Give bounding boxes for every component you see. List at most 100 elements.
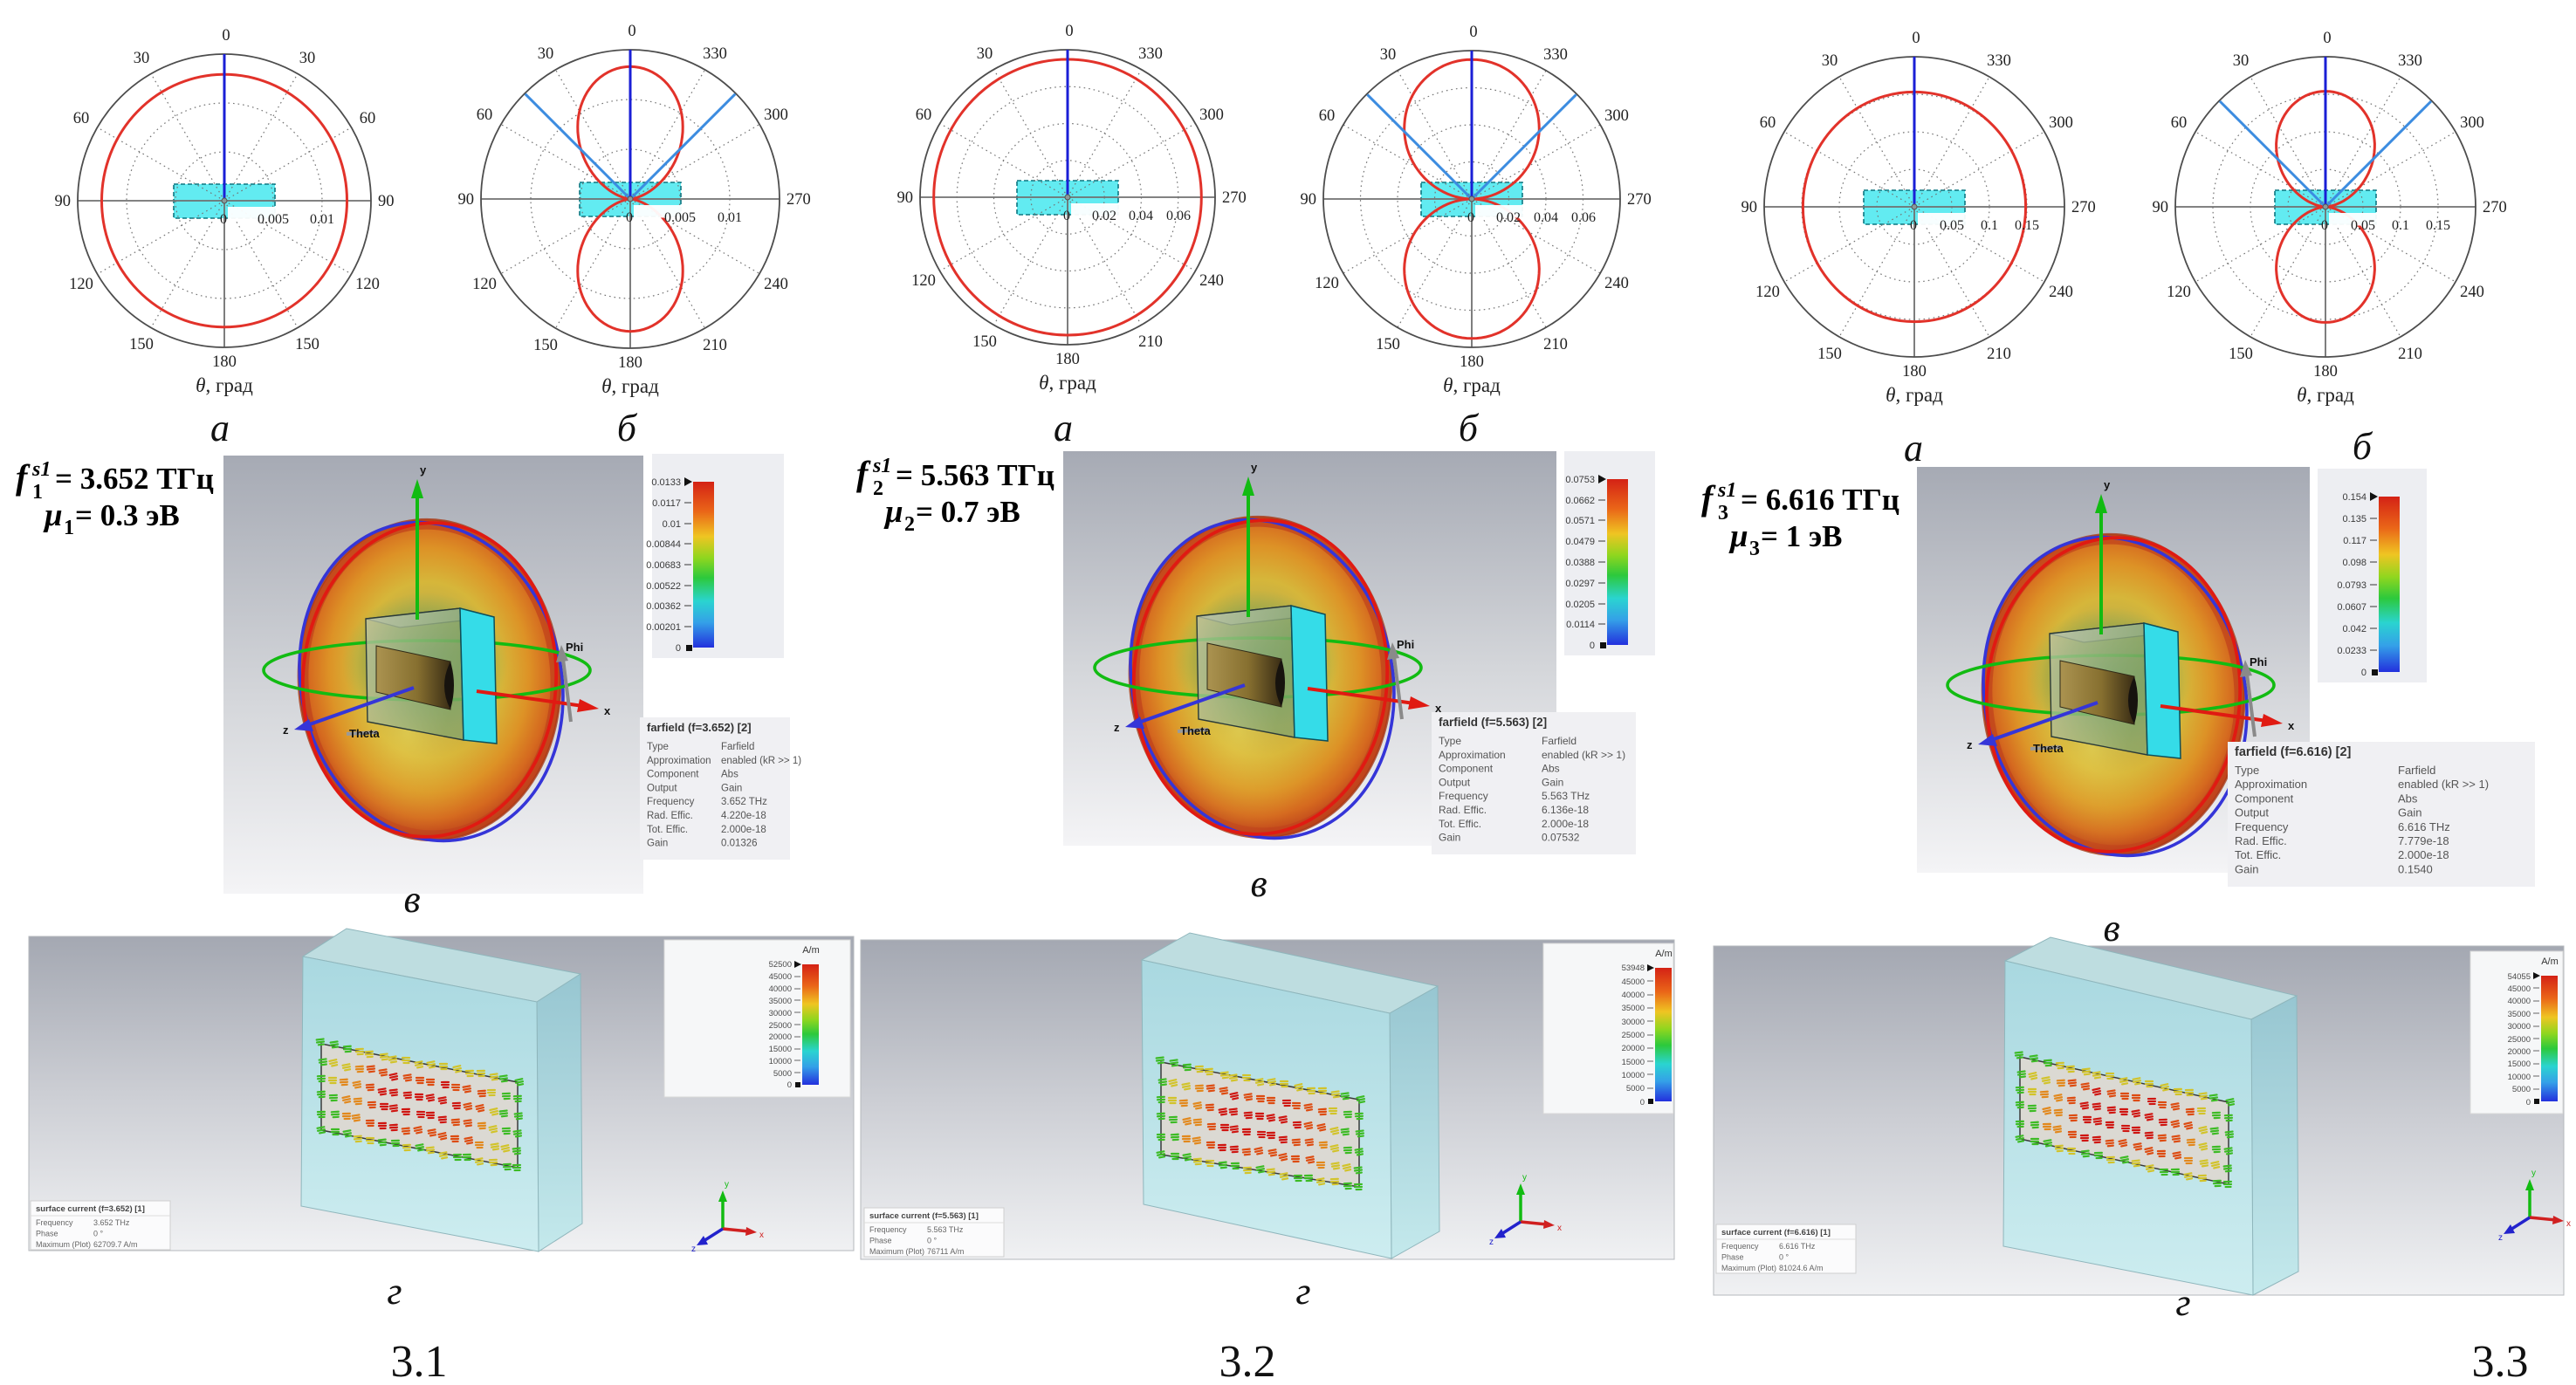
svg-text:θ, град: θ, град: [1443, 374, 1501, 396]
svg-text:г: г: [2175, 1281, 2190, 1324]
svg-text:x: x: [2288, 719, 2295, 732]
svg-text:0.01: 0.01: [718, 210, 742, 225]
svg-text:0 °: 0 °: [1779, 1253, 1789, 1262]
svg-text:60: 60: [1319, 107, 1336, 125]
svg-text:270: 270: [2483, 199, 2507, 216]
svg-text:= 0.7 эВ: = 0.7 эВ: [916, 495, 1020, 529]
svg-text:330: 330: [703, 45, 727, 63]
svg-text:30: 30: [1380, 46, 1397, 64]
svg-text:z: z: [1114, 721, 1120, 734]
svg-text:30000: 30000: [769, 1009, 792, 1018]
svg-text:30: 30: [1822, 52, 1838, 70]
svg-text:240: 240: [764, 276, 788, 293]
svg-text:150: 150: [533, 337, 558, 354]
svg-text:0.0205: 0.0205: [1565, 600, 1595, 610]
svg-text:52500: 52500: [769, 960, 792, 970]
svg-text:210: 210: [1138, 333, 1163, 351]
svg-text:330: 330: [1138, 45, 1163, 63]
svg-text:3.1: 3.1: [391, 1337, 448, 1385]
svg-text:120: 120: [1315, 275, 1339, 292]
svg-text:= 0.3 эВ: = 0.3 эВ: [75, 498, 180, 532]
svg-text:0.0662: 0.0662: [1565, 496, 1595, 506]
svg-text:Theta: Theta: [1180, 724, 1211, 737]
svg-text:150: 150: [1376, 336, 1400, 353]
svg-text:0: 0: [2321, 218, 2328, 233]
svg-text:330: 330: [1987, 52, 2011, 70]
svg-text:0: 0: [2361, 668, 2366, 678]
svg-text:240: 240: [2460, 284, 2484, 301]
svg-text:35000: 35000: [2508, 1010, 2531, 1019]
svg-text:270: 270: [1222, 189, 1247, 207]
svg-text:0.005: 0.005: [258, 212, 289, 227]
svg-text:7.779e-18: 7.779e-18: [2398, 834, 2449, 847]
svg-text:30000: 30000: [2508, 1022, 2531, 1032]
svg-text:Output: Output: [2235, 806, 2269, 819]
svg-text:0.06: 0.06: [1166, 209, 1191, 223]
svg-text:Type: Type: [647, 742, 669, 752]
svg-text:A/m: A/m: [1655, 949, 1673, 959]
svg-text:f: f: [16, 457, 31, 497]
svg-text:0.00522: 0.00522: [646, 581, 681, 592]
svg-text:б: б: [2353, 425, 2373, 468]
svg-text:3.2: 3.2: [1219, 1337, 1276, 1385]
svg-text:6.616 THz: 6.616 THz: [1779, 1242, 1816, 1251]
svg-text:3.652 THz: 3.652 THz: [93, 1218, 130, 1227]
svg-text:A/m: A/m: [802, 945, 820, 956]
svg-text:0 °: 0 °: [927, 1237, 938, 1245]
svg-text:90: 90: [897, 189, 914, 207]
svg-text:0: 0: [787, 1080, 792, 1090]
svg-text:f: f: [856, 454, 871, 493]
svg-text:270: 270: [787, 191, 811, 209]
svg-text:Component: Component: [2235, 792, 2294, 805]
svg-text:270: 270: [1627, 191, 1652, 209]
svg-text:10000: 10000: [1622, 1071, 1645, 1080]
svg-text:Frequency: Frequency: [2235, 820, 2289, 833]
svg-text:0.01: 0.01: [310, 212, 334, 227]
svg-text:Tot. Effic.: Tot. Effic.: [2235, 848, 2281, 861]
svg-text:5.563 THz: 5.563 THz: [927, 1225, 964, 1234]
svg-text:120: 120: [911, 272, 936, 290]
svg-text:Type: Type: [1439, 735, 1461, 747]
svg-text:0: 0: [2323, 30, 2331, 47]
svg-text:120: 120: [1755, 284, 1780, 301]
svg-text:x: x: [1557, 1224, 1562, 1233]
svg-text:Theta: Theta: [2033, 742, 2064, 755]
svg-text:0.07532: 0.07532: [1542, 832, 1580, 844]
svg-text:300: 300: [2460, 114, 2484, 132]
svg-text:300: 300: [764, 106, 788, 124]
svg-text:0: 0: [1590, 641, 1595, 651]
svg-text:Maximum (Plot): Maximum (Plot): [1721, 1264, 1776, 1272]
svg-text:210: 210: [2398, 346, 2422, 363]
svg-text:f: f: [1701, 478, 1716, 518]
svg-text:z: z: [1489, 1238, 1494, 1247]
svg-text:y: y: [2104, 478, 2111, 491]
svg-text:= 3.652 ТГц: = 3.652 ТГц: [55, 462, 214, 496]
svg-text:180: 180: [1902, 363, 1927, 381]
svg-text:б: б: [617, 407, 638, 449]
svg-text:5.563 THz: 5.563 THz: [1542, 790, 1590, 802]
svg-text:180: 180: [1055, 351, 1080, 368]
svg-text:surface current (f=5.563) [1]: surface current (f=5.563) [1]: [869, 1211, 979, 1221]
svg-text:Maximum (Plot): Maximum (Plot): [869, 1247, 924, 1256]
svg-text:0: 0: [1640, 1098, 1645, 1107]
svg-text:Output: Output: [1439, 776, 1471, 788]
svg-text:0.02: 0.02: [1496, 210, 1521, 225]
svg-text:Gain: Gain: [2235, 862, 2258, 875]
svg-text:Type: Type: [2235, 764, 2259, 777]
svg-text:0.00201: 0.00201: [646, 622, 681, 633]
svg-text:0.154: 0.154: [2342, 492, 2366, 503]
svg-text:0: 0: [626, 210, 633, 225]
svg-text:0: 0: [1912, 30, 1920, 47]
svg-text:б: б: [1459, 407, 1480, 449]
svg-text:0.15: 0.15: [2426, 218, 2450, 233]
svg-text:15000: 15000: [1622, 1058, 1645, 1067]
svg-text:150: 150: [129, 336, 154, 353]
svg-text:180: 180: [212, 353, 237, 371]
svg-text:0: 0: [1467, 210, 1474, 225]
svg-text:150: 150: [1817, 346, 1842, 363]
svg-text:Rad. Effic.: Rad. Effic.: [647, 811, 693, 821]
svg-text:Frequency: Frequency: [647, 797, 695, 807]
svg-text:5000: 5000: [1626, 1084, 1645, 1094]
svg-text:0.06: 0.06: [1571, 210, 1596, 225]
svg-text:240: 240: [1604, 275, 1629, 292]
